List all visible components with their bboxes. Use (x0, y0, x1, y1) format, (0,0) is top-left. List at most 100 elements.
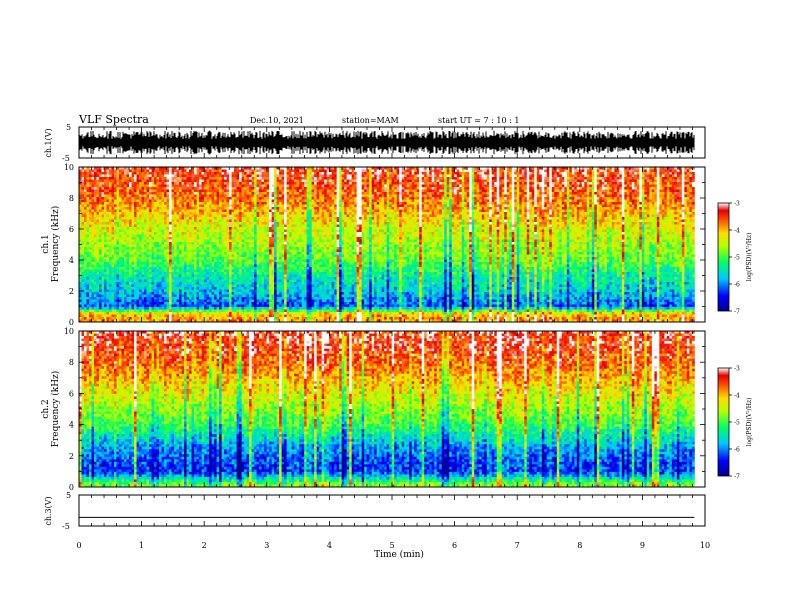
spectrogram-cell (257, 190, 260, 193)
spectrogram-cell (514, 195, 517, 198)
spectrogram-cell (499, 190, 502, 193)
spectrogram-cell (244, 215, 247, 218)
spectrogram-cell (484, 170, 487, 173)
spectrogram-cell (397, 172, 400, 175)
spectrogram-cell (197, 212, 200, 215)
spectrogram-cell (349, 187, 352, 190)
spectrogram-cell (429, 180, 432, 183)
spectrogram-cell (302, 202, 305, 205)
spectrogram-cell (404, 205, 407, 208)
spectrogram-cell (527, 170, 530, 173)
spectrogram-cell (89, 185, 92, 188)
spectrogram-cell (327, 202, 330, 205)
spectrogram-cell (662, 170, 665, 173)
spectrogram-cell (529, 187, 532, 190)
spectrogram-cell (304, 202, 307, 205)
spectrogram-cell (529, 192, 532, 195)
spectrogram-cell (269, 215, 272, 218)
spectrogram-cell (482, 182, 485, 185)
spectrogram-cell (642, 177, 645, 180)
spectrogram-cell (544, 170, 547, 173)
spectrogram-cell (589, 180, 592, 183)
spectrogram-cell (237, 197, 240, 200)
spectrogram-cell (412, 182, 415, 185)
spectrogram-cell (299, 177, 302, 180)
spectrogram-cell (372, 200, 375, 203)
spectrogram-cell (169, 207, 172, 210)
spectrogram-cell (587, 190, 590, 193)
spectrogram-cell (334, 197, 337, 200)
spectrogram-cell (477, 197, 480, 200)
spectrogram-cell (127, 207, 130, 210)
spectrogram-cell (579, 210, 582, 213)
spectrogram-cell (547, 182, 550, 185)
spectrogram-cell (167, 190, 170, 193)
spectrogram-cell (384, 207, 387, 210)
spectrogram-cell (464, 170, 467, 173)
spectrogram-cell (414, 212, 417, 215)
spectrogram-cell (462, 180, 465, 183)
spectrogram-cell (519, 180, 522, 183)
spectrogram-cell (664, 205, 667, 208)
spectrogram-cell (104, 210, 107, 213)
spectrogram-cell (364, 200, 367, 203)
spectrogram-cell (424, 195, 427, 198)
spectrogram-cell (159, 205, 162, 208)
spectrogram-cell (542, 182, 545, 185)
spectrogram-cell (497, 197, 500, 200)
spectrogram-cell (539, 182, 542, 185)
spectrogram-cell (89, 172, 92, 175)
spectrogram-cell (649, 182, 652, 185)
spectrogram-cell (427, 177, 430, 180)
spectrogram-cell (342, 215, 345, 218)
spectrogram-cell (412, 195, 415, 198)
spectrogram-cell (292, 185, 295, 188)
spectrogram-cell (597, 175, 600, 178)
spectrogram-cell (267, 200, 270, 203)
spectrogram-cell (127, 212, 130, 215)
spectrogram-cell (432, 207, 435, 210)
spectrogram-cell (629, 177, 632, 180)
spectrogram-cell (539, 177, 542, 180)
spectrogram-cell (394, 177, 397, 180)
spectrogram-cell (224, 205, 227, 208)
spectrogram-cell (564, 175, 567, 178)
spectrogram-cell (299, 215, 302, 218)
spectrogram-cell (527, 182, 530, 185)
spectrogram-cell (84, 187, 87, 190)
spectrogram-cell (327, 192, 330, 195)
spectrogram-cell (574, 170, 577, 173)
spectrogram-cell (227, 180, 230, 183)
spectrogram-cell (399, 177, 402, 180)
spectrogram-cell (352, 180, 355, 183)
spectrogram-cell (407, 197, 410, 200)
spectrogram-cell (269, 207, 272, 210)
spectrogram-cell (182, 192, 185, 195)
spectrogram-cell (614, 172, 617, 175)
spectrogram-cell (242, 215, 245, 218)
spectrogram-cell (504, 202, 507, 205)
spectrogram-cell (407, 177, 410, 180)
spectrogram-cell (229, 207, 232, 210)
spectrogram-cell (322, 212, 325, 215)
spectrogram-cell (449, 187, 452, 190)
spectrogram-cell (82, 197, 85, 200)
spectrogram-cell (462, 207, 465, 210)
spectrogram-cell (264, 177, 267, 180)
spectrogram-cell (659, 182, 662, 185)
spectrogram-cell (399, 170, 402, 173)
spectrogram-cell (512, 200, 515, 203)
spectrogram-cell (612, 192, 615, 195)
date-label: Dec.10, 2021 (250, 116, 304, 125)
spectrogram-cell (234, 182, 237, 185)
spectrogram-cell (162, 182, 165, 185)
spectrogram-cell (544, 180, 547, 183)
spectrogram-cell (347, 195, 350, 198)
spectrogram-cell (517, 200, 520, 203)
spectrogram-cell (502, 202, 505, 205)
spectrogram-cell (97, 177, 100, 180)
spectrogram-cell (189, 177, 192, 180)
spectrogram-cell (82, 202, 85, 205)
spectrogram-cell (312, 175, 315, 178)
spectrogram-cell (229, 205, 232, 208)
